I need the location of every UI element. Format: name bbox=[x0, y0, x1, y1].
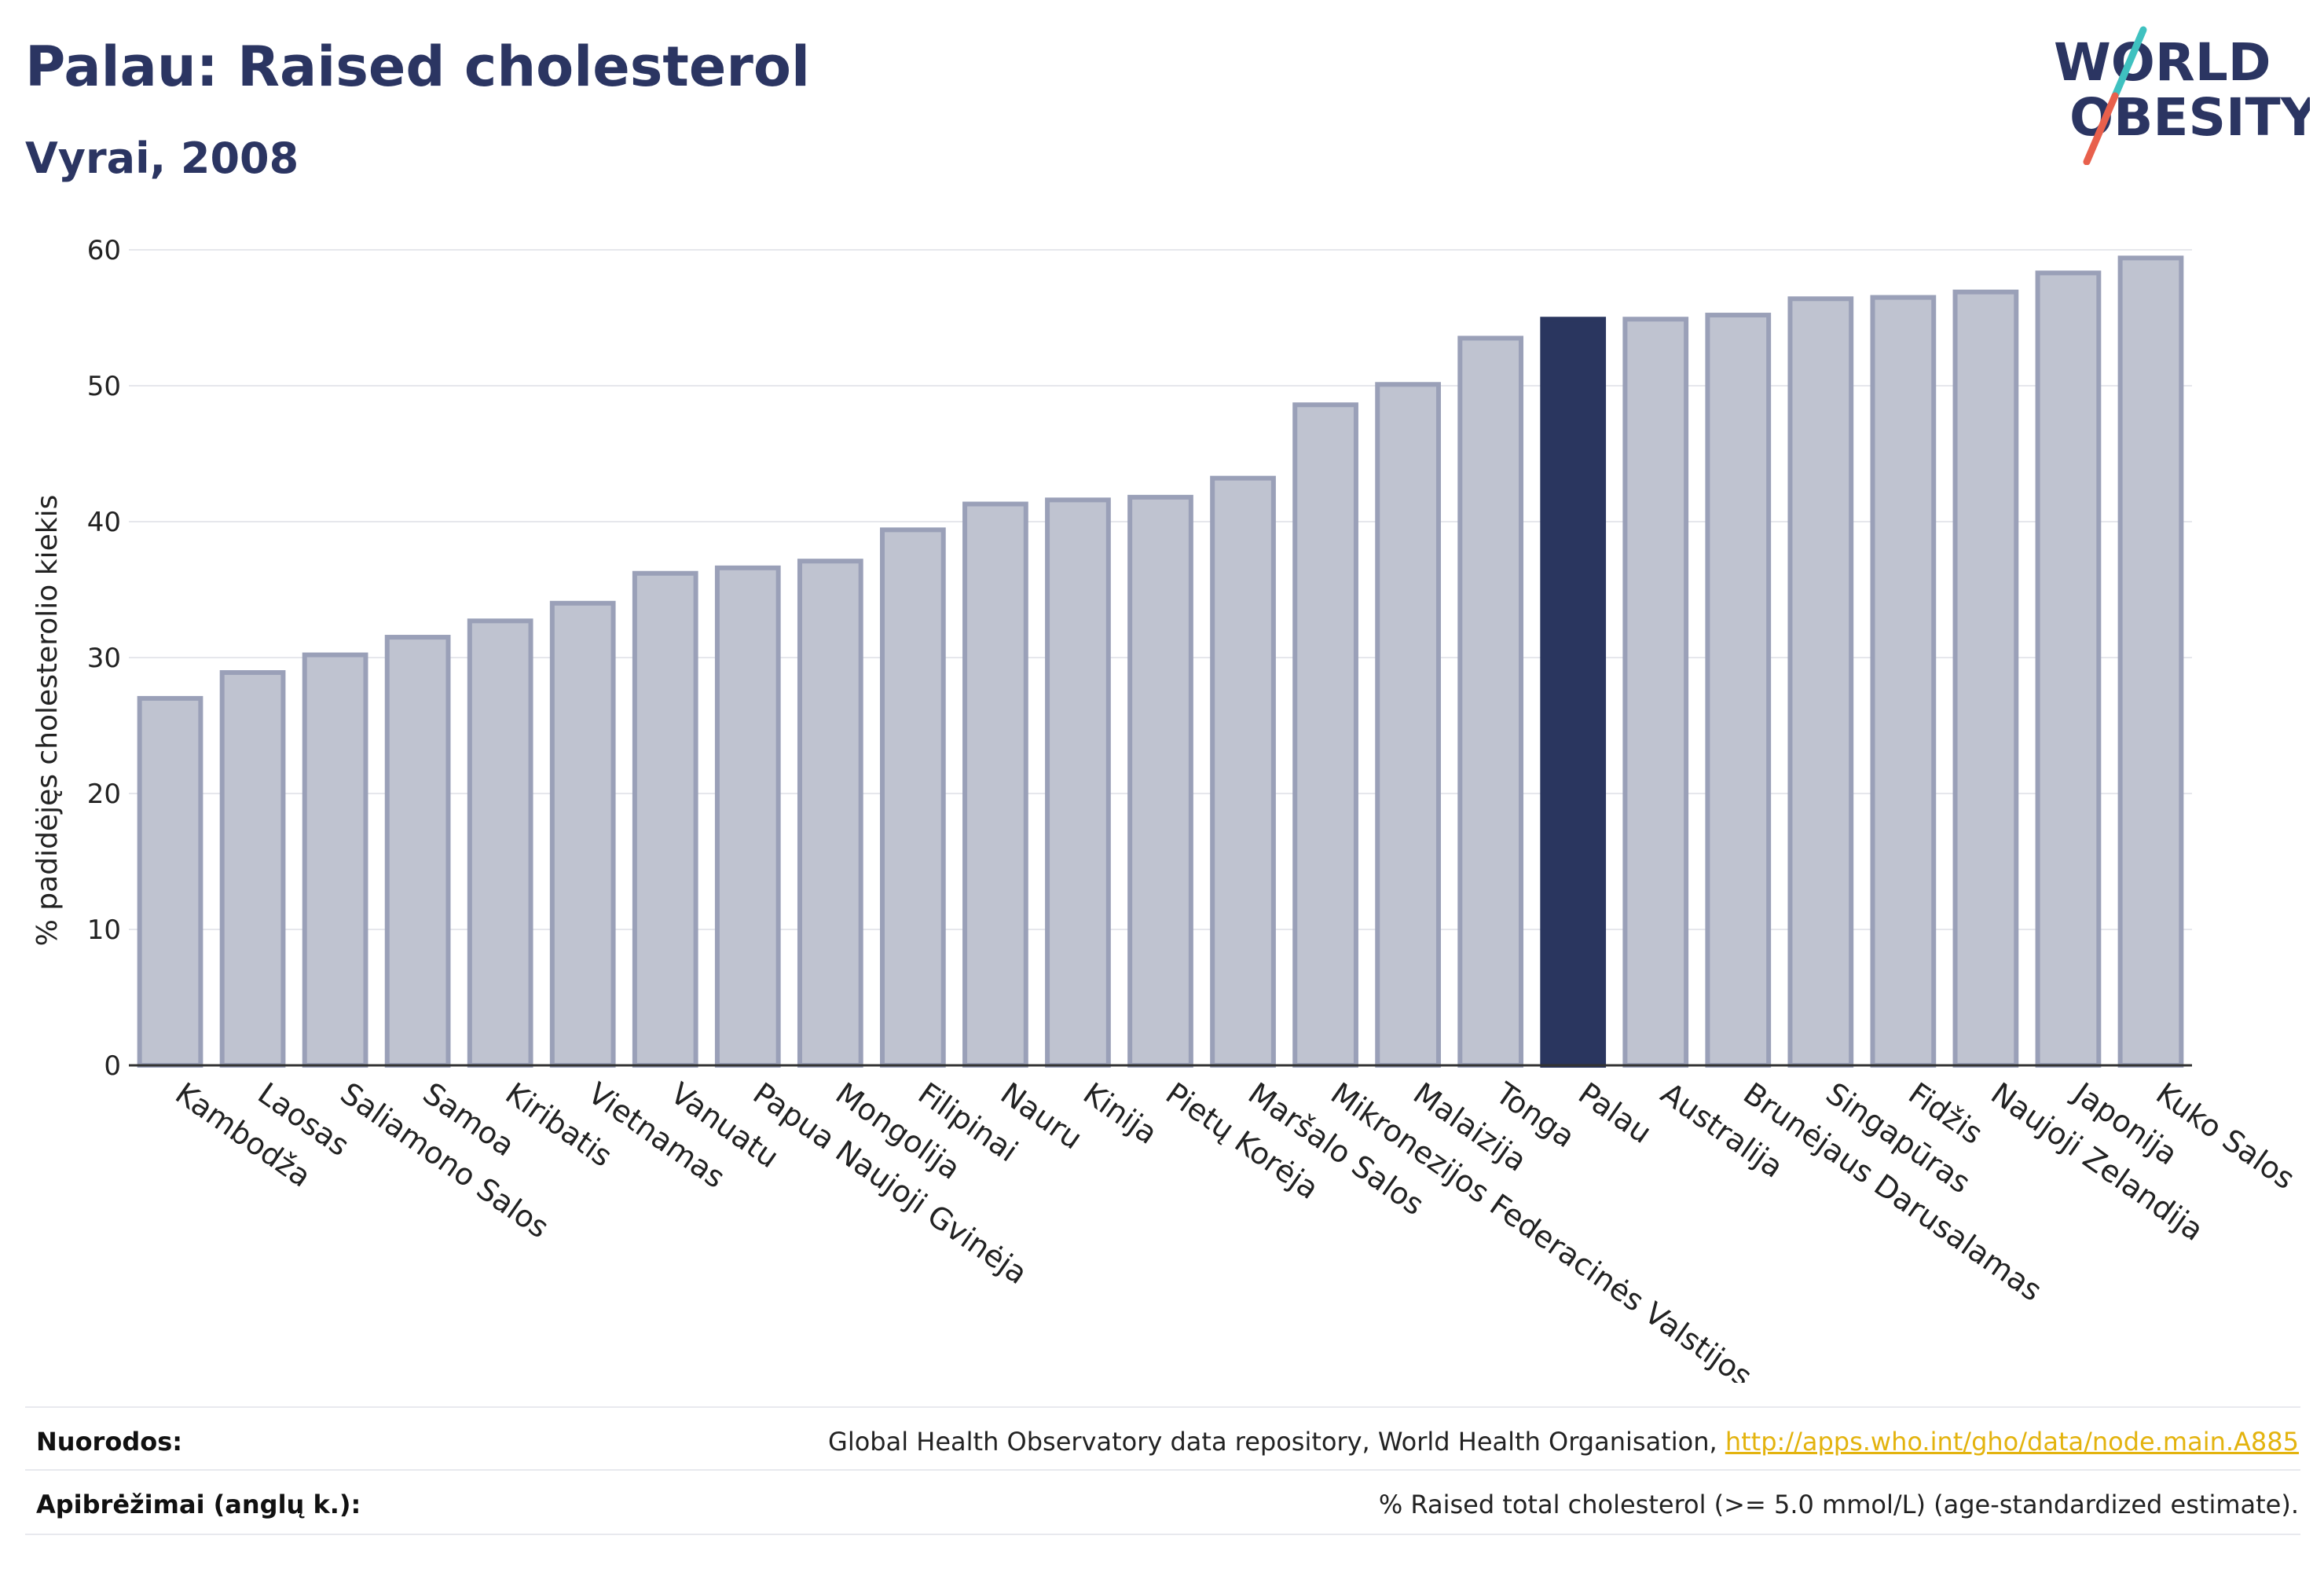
footer-divider-top bbox=[25, 1406, 2300, 1408]
footer-divider-middle bbox=[25, 1469, 2300, 1471]
page-subtitle: Vyrai, 2008 bbox=[25, 134, 299, 183]
bar bbox=[549, 600, 616, 1068]
bar bbox=[1705, 313, 1772, 1068]
bar bbox=[1622, 317, 1689, 1068]
logo-slash-bottom bbox=[2083, 92, 2119, 165]
bar bbox=[302, 652, 368, 1068]
bar bbox=[2035, 270, 2102, 1068]
logo-line1: WORLD bbox=[2054, 32, 2271, 93]
bar bbox=[1210, 475, 1276, 1068]
footer-divider-bottom bbox=[25, 1534, 2300, 1535]
bar bbox=[219, 670, 286, 1068]
bar bbox=[2117, 255, 2184, 1068]
y-tick-label: 40 bbox=[87, 507, 121, 538]
bar bbox=[1457, 335, 1524, 1068]
bar-chart: 0 10 20 30 40 50 60 % padidėjęs cholesterolio k… bbox=[31, 235, 2301, 1383]
y-axis-label: % padidėjęs cholesterolio kiekis bbox=[31, 495, 64, 947]
logo-slash-top bbox=[2111, 26, 2147, 100]
bar bbox=[632, 570, 698, 1068]
references-source: Global Health Observatory data repositor… bbox=[828, 1427, 1725, 1457]
bar bbox=[1952, 289, 2019, 1068]
y-tick-label: 20 bbox=[87, 779, 121, 810]
y-tick-label: 10 bbox=[87, 914, 121, 946]
bar bbox=[384, 635, 451, 1068]
y-tick-label: 30 bbox=[87, 643, 121, 674]
bar bbox=[1292, 402, 1358, 1068]
bar bbox=[714, 565, 781, 1068]
definitions-label: Apibrėžimai (anglų k.): bbox=[36, 1490, 361, 1519]
bar bbox=[137, 695, 203, 1068]
bar bbox=[1375, 382, 1441, 1068]
bar bbox=[797, 559, 863, 1068]
references-text: Global Health Observatory data repositor… bbox=[828, 1427, 2299, 1457]
references-label: Nuorodos: bbox=[36, 1427, 183, 1457]
bar bbox=[880, 527, 946, 1068]
references-link[interactable]: http://apps.who.int/gho/data/node.main.A… bbox=[1725, 1427, 2299, 1457]
bar bbox=[467, 618, 533, 1068]
y-tick-label: 50 bbox=[87, 371, 121, 402]
bar bbox=[1540, 317, 1607, 1068]
bar bbox=[1787, 296, 1854, 1068]
x-tick-label: Kinija bbox=[1077, 1076, 1164, 1151]
x-tick-label: Palau bbox=[1572, 1076, 1658, 1150]
bar bbox=[962, 501, 1028, 1068]
page-title: Palau: Raised cholesterol bbox=[25, 35, 810, 99]
y-tick-label: 0 bbox=[104, 1050, 121, 1082]
bar bbox=[1870, 295, 1937, 1068]
world-obesity-logo: WORLD OBESITY bbox=[2054, 26, 2310, 165]
bar bbox=[1127, 494, 1193, 1068]
definitions-text: % Raised total cholesterol (>= 5.0 mmol/… bbox=[1378, 1490, 2299, 1519]
y-tick-label: 60 bbox=[87, 235, 121, 266]
bar bbox=[1045, 497, 1111, 1068]
